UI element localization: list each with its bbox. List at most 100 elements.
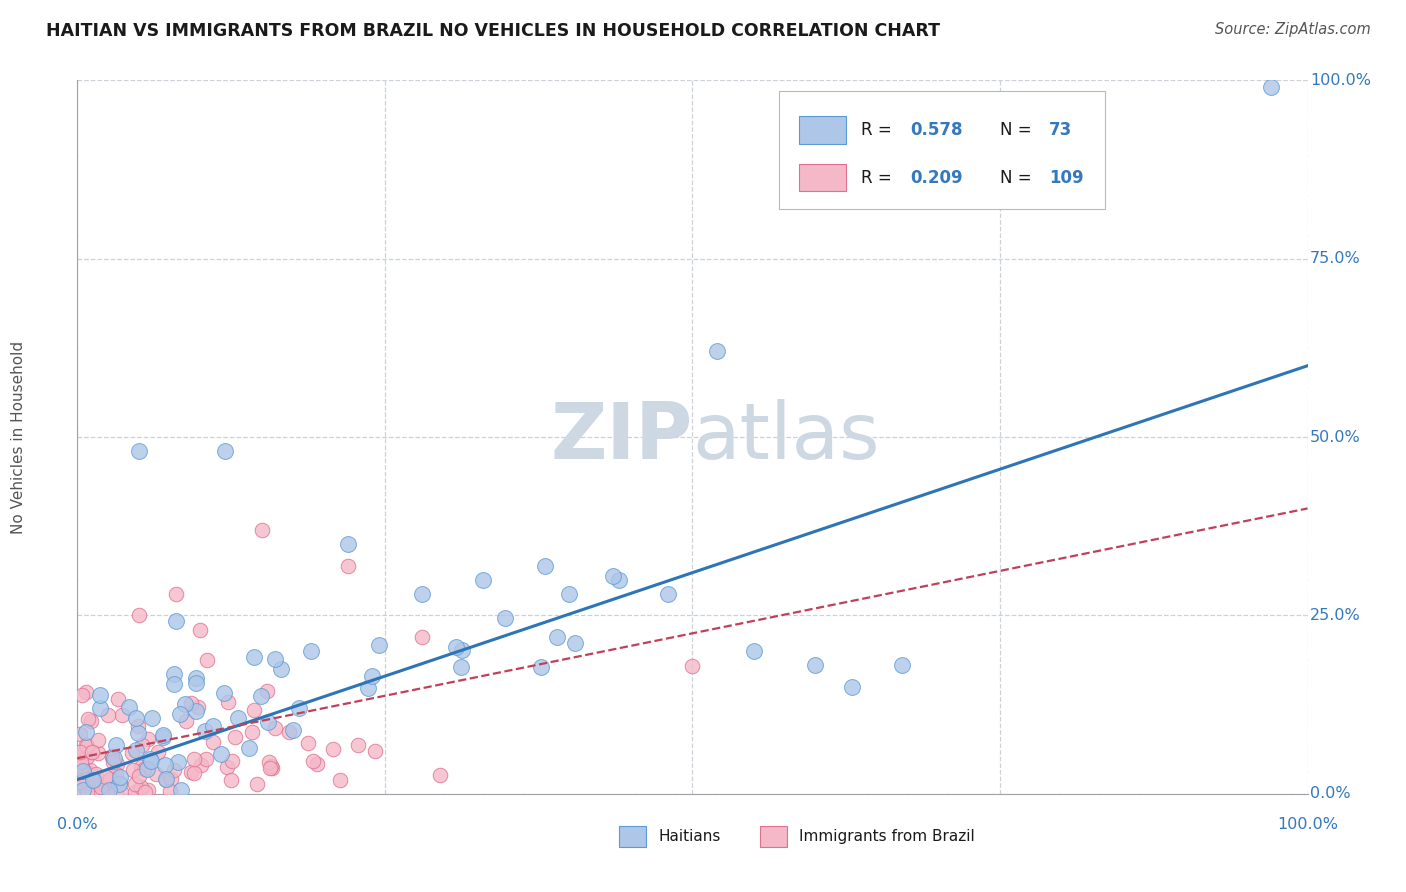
Point [132,763,155,777]
Point [70,758,93,772]
Point [70,785,93,799]
Point [82,745,104,759]
Point [429,768,451,782]
Point [97,707,120,722]
Text: 0.0%: 0.0% [58,817,97,831]
Point [75,772,97,786]
Point [70,785,93,799]
FancyBboxPatch shape [761,826,787,847]
Point [681,659,703,673]
Point [131,738,153,752]
Point [124,785,146,799]
Point [890,658,912,673]
Point [368,639,391,653]
Point [153,758,176,772]
Point [243,649,266,664]
Text: 109: 109 [1049,169,1084,186]
Point [224,730,246,744]
Point [337,558,360,573]
Text: Haitians: Haitians [658,830,720,844]
Point [246,777,269,791]
Point [80,714,103,728]
Point [242,724,264,739]
Point [450,643,472,657]
Point [221,772,243,787]
Point [97,774,120,789]
Point [283,723,305,737]
Point [141,711,163,725]
Point [657,587,679,601]
Point [305,757,328,772]
Point [841,680,863,694]
Point [411,630,433,644]
Point [70,777,93,791]
Point [145,767,167,781]
Point [226,711,249,725]
Point [82,776,104,790]
Point [108,770,131,784]
Point [103,755,125,769]
Point [125,743,148,757]
Point [94,770,117,784]
Text: 75.0%: 75.0% [1310,252,1361,266]
Point [558,587,581,601]
Point [87,733,110,747]
Text: 25.0%: 25.0% [1310,608,1361,623]
Point [180,765,202,780]
Point [194,752,217,766]
Point [450,660,472,674]
Point [301,643,323,657]
Text: Immigrants from Brazil: Immigrants from Brazil [800,830,976,844]
Text: 100.0%: 100.0% [1310,73,1371,87]
Text: N =: N = [1000,121,1036,139]
Point [530,660,553,674]
Point [322,742,344,756]
Point [163,677,186,691]
Point [75,738,97,752]
Point [121,746,143,760]
Point [187,700,209,714]
Text: N =: N = [1000,169,1036,186]
Point [260,759,283,773]
Point [209,747,232,761]
Point [69,775,91,789]
Point [193,724,215,739]
Point [160,772,183,786]
Point [107,692,129,706]
Point [259,761,281,775]
Point [72,747,94,762]
Point [202,719,225,733]
Point [264,722,287,736]
Point [167,755,190,769]
Point [329,773,352,788]
Point [101,772,124,786]
Point [82,772,104,787]
Point [183,765,205,780]
Point [184,671,207,685]
Point [89,700,111,714]
Point [80,745,103,759]
Point [127,785,149,799]
Text: atlas: atlas [693,399,880,475]
Point [607,573,630,587]
Point [98,783,121,797]
Point [69,745,91,759]
Text: Source: ZipAtlas.com: Source: ZipAtlas.com [1215,22,1371,37]
Point [250,523,273,537]
Point [79,763,101,777]
Point [165,614,187,628]
Point [100,785,122,799]
Text: 100.0%: 100.0% [1277,817,1339,831]
Point [221,754,243,768]
Point [174,698,197,712]
Point [103,750,125,764]
Point [129,760,152,774]
Point [69,753,91,767]
Point [184,704,207,718]
Point [257,756,280,770]
Point [162,667,184,681]
Point [742,644,765,658]
Point [127,719,149,733]
FancyBboxPatch shape [800,164,846,191]
Point [104,767,127,781]
